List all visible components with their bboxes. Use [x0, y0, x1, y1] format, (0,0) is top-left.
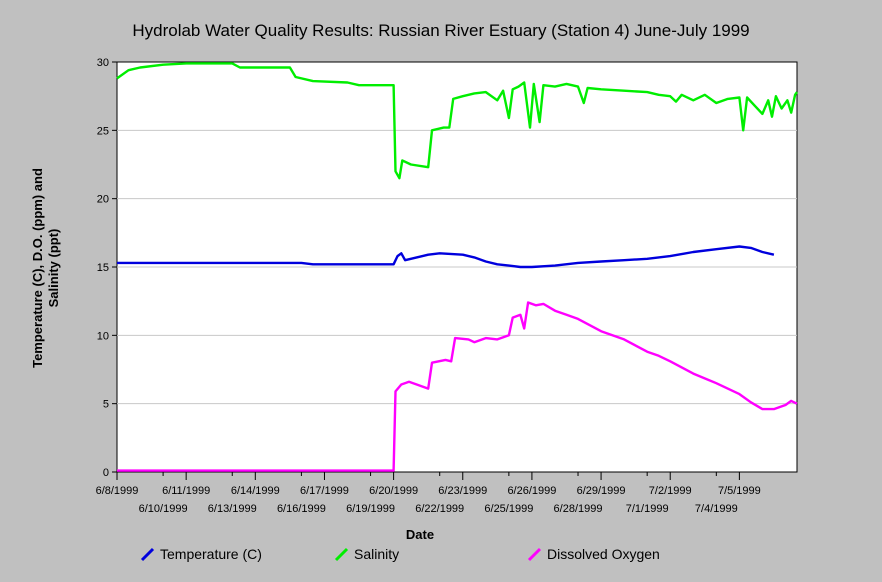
x-tick-label: 6/23/1999: [438, 485, 487, 497]
x-axis-ticks: 6/8/1999 6/11/1999 6/14/1999 6/17/1999 6/20/…: [96, 472, 761, 515]
x-tick-label: 6/19/1999: [346, 503, 395, 515]
series-line-salinity: [116, 62, 798, 180]
legend-swatch-salinity: [334, 547, 349, 562]
chart-title: Hydrolab Water Quality Results: Russian …: [132, 21, 749, 40]
y-tick-label: 25: [97, 125, 109, 137]
x-tick-label: 6/10/1999: [139, 503, 188, 515]
legend-label-dissolved-oxygen: Dissolved Oxygen: [547, 546, 660, 562]
x-tick-label: 6/28/1999: [554, 503, 603, 515]
legend: Temperature (C) Salinity Dissolved Oxygen: [140, 546, 660, 562]
series-line-temperature-c: [117, 245, 775, 269]
x-tick-label: 6/17/1999: [300, 485, 349, 497]
x-tick-label: 7/5/1999: [718, 485, 761, 497]
x-tick-label: 6/16/1999: [277, 503, 326, 515]
x-tick-label: 6/13/1999: [208, 503, 257, 515]
x-tick-label: 6/26/1999: [507, 485, 556, 497]
y-tick-label: 15: [97, 262, 109, 274]
legend-label-salinity: Salinity: [354, 546, 399, 562]
x-axis-label: Date: [406, 527, 434, 542]
legend-swatch-dissolved-oxygen: [527, 547, 542, 562]
x-tick-label: 6/29/1999: [577, 485, 626, 497]
grid-lines: [117, 129, 797, 405]
y-tick-label: 20: [97, 194, 109, 206]
legend-label-temperature-c: Temperature (C): [160, 546, 262, 562]
y-axis-label: Temperature (C), D.O. (ppm) and Salinity…: [30, 168, 61, 368]
x-tick-label: 6/22/1999: [415, 503, 464, 515]
series-line-dissolved-oxygen: [117, 301, 798, 472]
series-lines: [116, 62, 798, 472]
x-tick-label: 6/8/1999: [96, 485, 139, 497]
y-tick-label: 30: [97, 57, 109, 69]
y-axis-label-line2: Salinity (ppt): [46, 229, 61, 308]
y-tick-label: 0: [103, 467, 109, 479]
x-tick-label: 6/20/1999: [369, 485, 418, 497]
x-tick-label: 6/14/1999: [231, 485, 280, 497]
y-tick-label: 5: [103, 399, 109, 411]
y-tick-label: 10: [97, 330, 109, 342]
y-axis-label-line1: Temperature (C), D.O. (ppm) and: [30, 168, 45, 368]
x-tick-label: 7/4/1999: [695, 503, 738, 515]
x-tick-label: 7/2/1999: [649, 485, 692, 497]
x-tick-label: 6/25/1999: [484, 503, 533, 515]
x-tick-label: 7/1/1999: [626, 503, 669, 515]
legend-swatch-temperature-c: [140, 547, 155, 562]
y-axis-ticks: 0 5 10 15 20 25 30: [97, 57, 117, 479]
x-tick-label: 6/11/1999: [162, 485, 210, 497]
